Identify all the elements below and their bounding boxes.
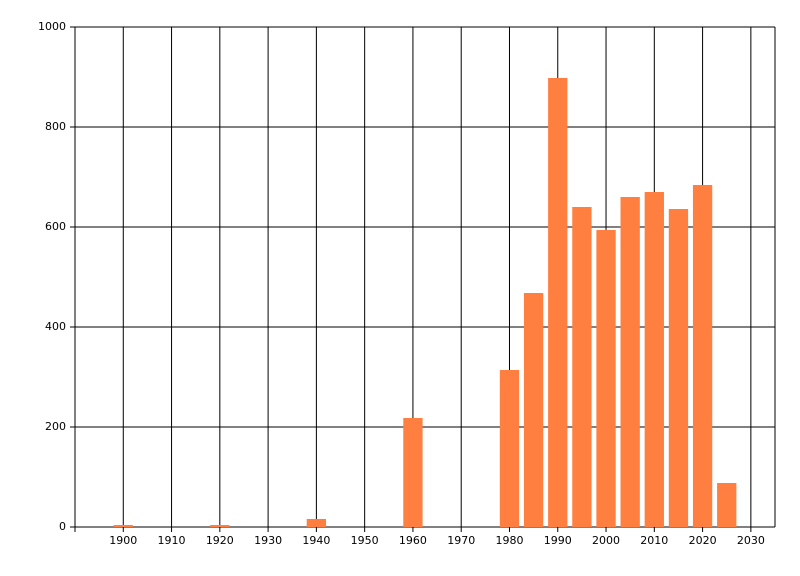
y-tick-label: 200 — [45, 420, 66, 433]
bar — [548, 78, 568, 527]
bar — [403, 418, 423, 527]
bar — [523, 293, 544, 527]
x-tick-label: 1920 — [206, 534, 234, 547]
x-tick-label: 1990 — [544, 534, 572, 547]
bar — [499, 370, 520, 527]
x-tick-label: 1900 — [109, 534, 137, 547]
x-tick-label: 2000 — [592, 534, 620, 547]
x-tick-label: 2030 — [737, 534, 765, 547]
y-tick-label: 400 — [45, 320, 66, 333]
x-tick-label: 1910 — [158, 534, 186, 547]
x-tick-label: 2010 — [640, 534, 668, 547]
bar — [620, 197, 640, 527]
bar — [668, 209, 689, 527]
y-tick-label: 600 — [45, 220, 66, 233]
bar — [692, 185, 713, 527]
bar — [572, 207, 592, 527]
y-tick-label: 1000 — [38, 20, 66, 33]
bar — [717, 483, 737, 527]
x-tick-label: 1980 — [495, 534, 523, 547]
bar — [644, 192, 664, 527]
y-tick-label: 800 — [45, 120, 66, 133]
x-tick-label: 1930 — [254, 534, 282, 547]
bar — [306, 519, 327, 527]
bar — [596, 230, 616, 527]
x-tick-label: 1940 — [302, 534, 330, 547]
x-tick-label: 2020 — [689, 534, 717, 547]
y-tick-label: 0 — [59, 520, 66, 533]
x-tick-label: 1970 — [447, 534, 475, 547]
bar — [113, 525, 133, 527]
bar — [210, 525, 230, 527]
x-tick-label: 1960 — [399, 534, 427, 547]
x-tick-label: 1950 — [351, 534, 379, 547]
